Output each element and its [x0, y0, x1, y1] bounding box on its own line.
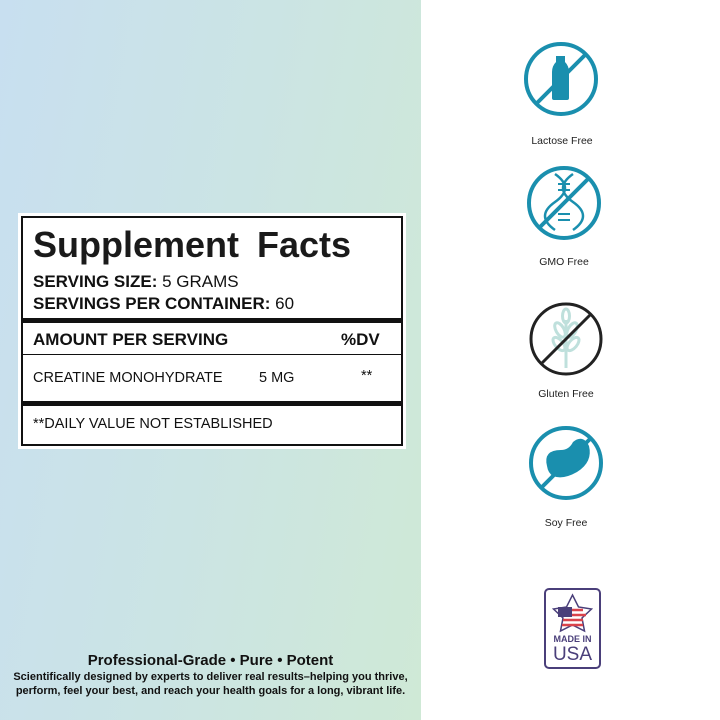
supplement-facts-panel: Supplement Facts SERVING SIZE: 5 GRAMS S… — [18, 213, 406, 449]
dv-header: %DV — [341, 330, 380, 349]
footnote: **DAILY VALUE NOT ESTABLISHED — [33, 416, 273, 432]
tagline: Professional-Grade • Pure • Potent — [87, 652, 334, 669]
badge-label: GMO Free — [539, 256, 589, 268]
divider — [23, 401, 401, 406]
made-in-text: MADE IN — [553, 634, 592, 644]
badge-label: Gluten Free — [538, 388, 594, 400]
badge-label: Soy Free — [544, 517, 588, 529]
no-wheat-icon — [529, 302, 603, 376]
serving-size-value: 5 GRAMS — [162, 272, 239, 291]
amount-header: AMOUNT PER SERVING — [33, 330, 229, 349]
ingredient-dv: ** — [361, 368, 373, 384]
description: Scientifically designed by experts to de… — [13, 671, 408, 697]
servings-value: 60 — [275, 294, 295, 313]
star-flag-icon — [551, 593, 594, 633]
divider — [23, 354, 401, 355]
badge-label: Lactose Free — [531, 135, 593, 147]
ingredient-amount: 5 MG — [259, 370, 295, 386]
serving-size-label: SERVING SIZE: — [33, 272, 158, 291]
divider — [23, 318, 401, 323]
servings-label: SERVINGS PER CONTAINER: — [33, 294, 271, 313]
usa-text: USA — [552, 644, 593, 665]
facts-title: Supplement Facts — [33, 224, 352, 265]
no-dna-icon — [527, 166, 601, 240]
made-in-usa-badge: MADE IN USA — [544, 588, 601, 669]
no-bean-icon — [529, 426, 603, 500]
no-bottle-icon — [524, 42, 598, 116]
ingredient-name: CREATINE MONOHYDRATE — [33, 370, 223, 386]
